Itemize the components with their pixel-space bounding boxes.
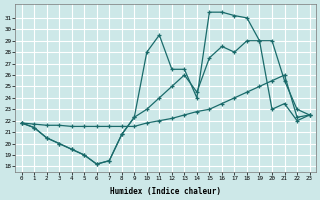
X-axis label: Humidex (Indice chaleur): Humidex (Indice chaleur)	[110, 187, 221, 196]
